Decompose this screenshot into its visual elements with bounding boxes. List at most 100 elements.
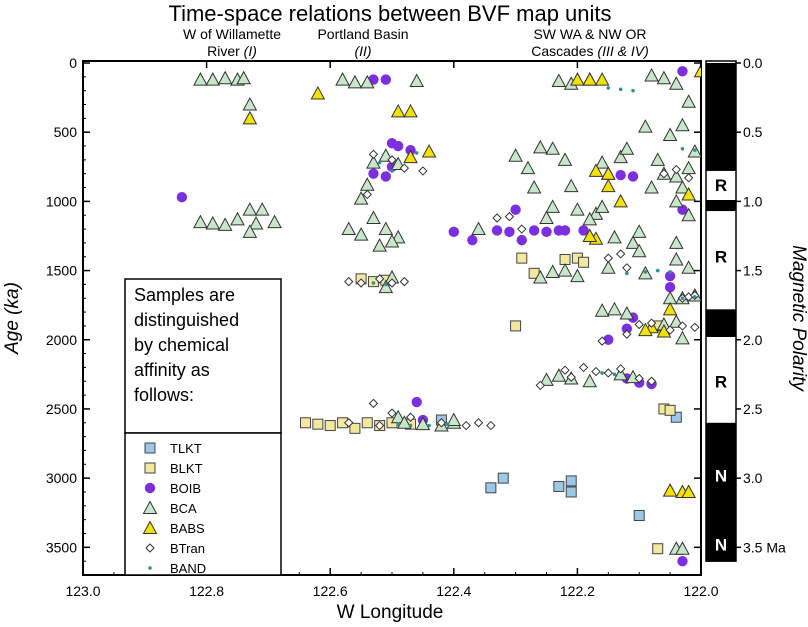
normal-polarity-band [706,63,736,171]
data-point-bca [217,70,233,85]
data-point-btran [646,318,657,328]
legend-label-babs: BABS [170,521,205,536]
data-point-band [655,268,660,273]
region-3-label-line2: Cascades (III & IV) [531,43,649,59]
data-point-btran [634,319,644,330]
region-3-numeral: (III & IV) [597,43,648,59]
data-point-btran [591,366,601,377]
data-point-btran [344,276,354,287]
data-point-blkt [516,252,528,264]
data-point-boib [380,74,392,85]
data-point-bca [267,214,282,229]
region-3-label-line1: SW WA & NW OR [533,26,646,42]
data-point-btran [374,420,385,431]
data-point-btran [387,408,397,418]
reversed-label-bg [709,173,733,196]
data-point-blkt [510,320,522,332]
data-point-boib [615,169,626,181]
polarity-tick-label: 1.5 [743,263,763,279]
data-point-blkt [652,543,664,555]
data-point-btran [560,365,570,375]
data-point-bca [681,207,696,222]
data-point-blkt [559,253,571,265]
data-point-bca [372,238,387,252]
data-point-btran [603,253,614,263]
legend: TLKT BLKT BOIB BCA BABS BTran BAND [124,432,282,576]
data-points [176,63,701,567]
data-point-bca [681,94,696,108]
data-point-babs [421,144,437,158]
data-point-tlkt [670,411,682,423]
data-point-bca [582,373,598,388]
data-point-bca [594,199,610,213]
data-point-btran [418,166,428,176]
data-point-band [445,422,450,426]
y-tick-label: 3500 [46,539,77,555]
data-point-boib [621,323,633,334]
data-point-band [693,148,697,152]
data-point-bca [532,269,548,284]
data-point-bca [415,416,431,431]
normal-polarity-band [706,422,736,562]
data-point-blkt [361,417,373,429]
data-point-btran [368,149,379,160]
data-point-bca [545,264,561,278]
polarity-tick-label: 3.5 Ma [743,539,786,555]
data-point-boib [176,192,188,203]
data-point-bca [353,191,369,205]
data-point-blkt [664,404,676,416]
data-point-blkt [324,420,336,432]
legend-marker-btran [145,543,155,553]
polarity-label: N [715,536,727,555]
data-point-bca [217,217,233,231]
legend-marker-babs [142,520,158,534]
chart-title: Time-space relations between BVF map uni… [168,1,611,26]
polarity-tick-label: 2.5 [743,401,763,417]
x-tick-label: 122.8 [189,583,224,599]
polarity-ticks: 0.0 0.5 1.0 1.5 2.0 2.5 3.0 3.5 Ma [736,55,786,555]
data-point-btran [374,274,385,284]
data-point-btran [405,412,416,422]
data-point-band [625,271,629,276]
data-point-boib [677,66,688,77]
y-tick-label: 500 [54,124,78,140]
data-point-boib [664,270,676,282]
data-point-babs [403,149,418,164]
data-point-bca [378,221,394,236]
data-point-band [408,423,413,428]
data-point-bca [582,211,598,226]
data-point-btran [659,168,669,179]
data-point-bca [619,305,635,320]
data-point-bca [384,233,400,248]
polarity-axis-label: Magnetic Polarity [788,245,808,392]
data-point-boib [392,140,404,152]
data-point-blkt [578,256,590,268]
data-point-bca [397,415,412,429]
data-point-btran [683,173,694,183]
legend-label-btran: BTran [170,541,205,556]
reversed-label-bg [709,370,733,393]
data-point-bca [205,72,221,86]
data-point-band [643,270,648,274]
data-point-btran [677,321,688,331]
legend-note-line: distinguished [134,310,239,330]
data-point-btran [486,420,496,431]
data-point-bca [248,215,264,230]
data-point-boib [448,226,459,238]
legend-marker-tlkt [144,442,156,454]
data-point-babs [310,85,326,100]
data-point-band [371,281,376,285]
data-point-bca [545,199,561,213]
data-point-tlkt [565,486,577,498]
data-point-bca [681,260,696,274]
data-point-btran [634,373,644,384]
data-point-bca [644,179,659,194]
data-point-btran [597,336,607,346]
data-point-babs [582,228,598,242]
data-point-babs [594,72,610,86]
data-point-bca [366,155,381,169]
data-point-bca [193,214,208,229]
data-point-babs [613,193,628,208]
region-2-numeral: (II) [354,43,371,59]
polarity-label: N [715,466,727,485]
